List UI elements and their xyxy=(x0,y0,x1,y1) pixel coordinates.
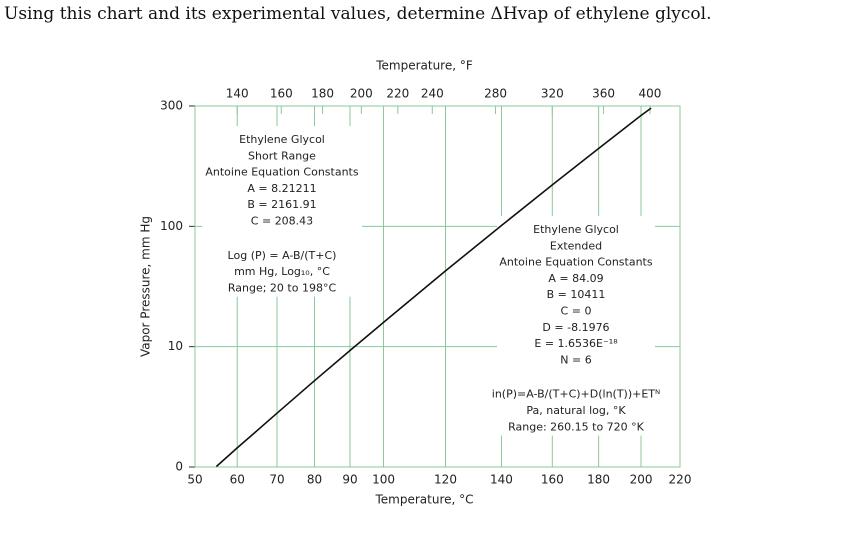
annotation-line: C = 208.43 xyxy=(251,215,313,228)
annotation-line: Short Range xyxy=(248,149,316,162)
x2-tick-label: 160 xyxy=(270,87,293,101)
annotation-line: Antoine Equation Constants xyxy=(205,166,358,179)
y-tick-label: 10 xyxy=(168,339,183,353)
x2-tick-label: 400 xyxy=(639,87,662,101)
annotation-line: A = 8.21211 xyxy=(247,182,316,195)
annotation-line: Ethylene Glycol xyxy=(239,133,325,146)
x2-tick-label: 180 xyxy=(311,87,334,101)
x-tick-label: 90 xyxy=(342,473,357,487)
x2-tick-label: 280 xyxy=(484,87,507,101)
y-tick-label: 300 xyxy=(160,99,183,113)
x-tick-label: 70 xyxy=(269,473,284,487)
annotation-line: Extended xyxy=(550,239,602,252)
annotation-line: Antoine Equation Constants xyxy=(499,256,652,269)
x-tick-label: 60 xyxy=(230,473,245,487)
annotation-box xyxy=(497,216,655,436)
annotation: Ethylene Glycol Short Range Antoine Equati… xyxy=(202,126,362,297)
x2-tick-label: 240 xyxy=(421,87,444,101)
annotation-line: B = 10411 xyxy=(547,288,606,301)
x2-axis-title: Temperature, °F xyxy=(375,59,473,73)
x-axis-title: Temperature, °C xyxy=(374,493,473,507)
y-tick-label: 100 xyxy=(160,219,183,233)
annotation-line: Log (P) = A-B/(T+C) xyxy=(228,249,337,262)
annotation-line: Ethylene Glycol xyxy=(533,223,619,236)
x-tick-label: 140 xyxy=(490,473,513,487)
annotation-line: Range: 260.15 to 720 °K xyxy=(508,420,645,433)
annotation-line: Pa, natural log, °K xyxy=(526,404,626,417)
y-axis-title: Vapor Pressure, mm Hg xyxy=(139,216,153,357)
x-tick-label: 80 xyxy=(307,473,322,487)
annotation-line: B = 2161.91 xyxy=(247,198,316,211)
x-tick-label: 160 xyxy=(541,473,564,487)
x2-tick-label: 140 xyxy=(226,87,249,101)
annotation-line: in(P)=A-B/(T+C)+D(ln(T))+ETᴺ xyxy=(492,388,660,401)
x-tick-label: 50 xyxy=(187,473,202,487)
annotation-line: mm Hg, Log₁₀, °C xyxy=(234,265,330,278)
x-tick-label: 180 xyxy=(587,473,610,487)
y-tick-label: 0 xyxy=(175,460,183,474)
x2-tick-label: 220 xyxy=(386,87,409,101)
x2-tick-label: 320 xyxy=(541,87,564,101)
annotation-line: C = 0 xyxy=(561,305,592,318)
x-tick-label: 220 xyxy=(669,473,692,487)
annotation-line: D = -8.1976 xyxy=(542,321,609,334)
annotation-line: Range; 20 to 198°C xyxy=(228,281,337,294)
annotation-line: A = 84.09 xyxy=(548,272,603,285)
question: Using this chart and its experimental va… xyxy=(4,4,712,24)
annotation-box xyxy=(202,126,362,297)
x2-tick-label: 360 xyxy=(592,87,615,101)
annotation-line: E = 1.6536E⁻¹⁸ xyxy=(534,337,618,350)
x-tick-label: 120 xyxy=(434,473,457,487)
x2-tick-label: 200 xyxy=(350,87,373,101)
x-tick-label: 200 xyxy=(630,473,653,487)
annotation-line: N = 6 xyxy=(560,353,591,366)
data-line xyxy=(215,107,652,468)
x-tick-label: 100 xyxy=(372,473,395,487)
annotation: Ethylene Glycol Extended Antoine Equation … xyxy=(492,216,660,436)
